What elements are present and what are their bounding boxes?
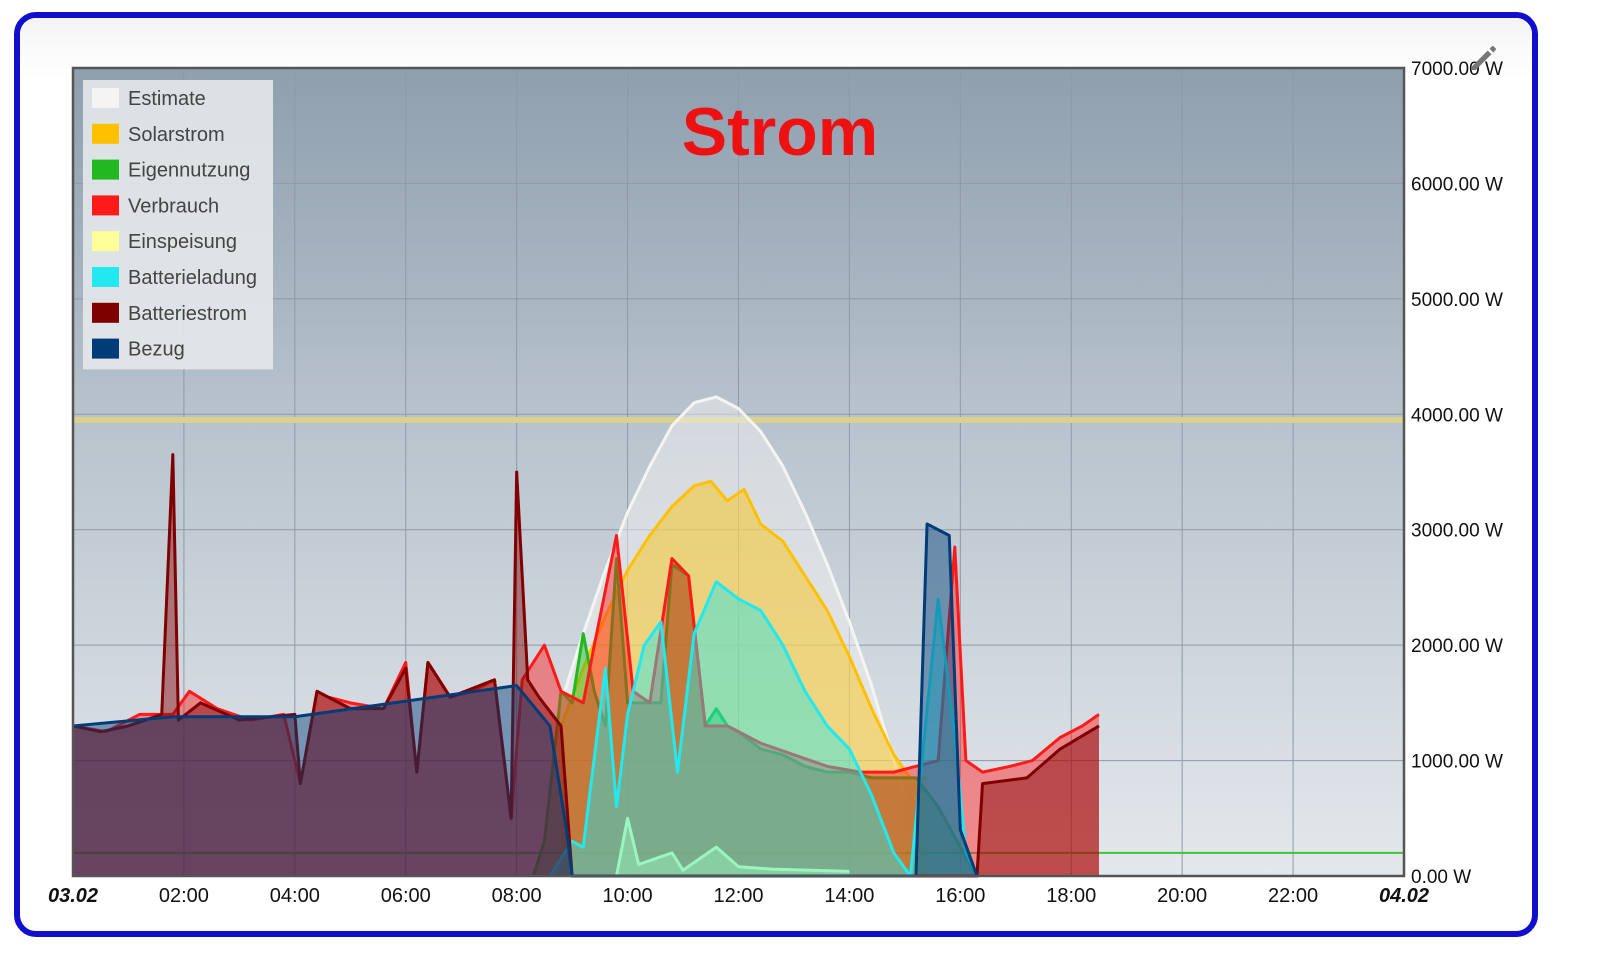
y-tick-label: 2000.00 W: [1411, 636, 1503, 657]
threshold-lines: [73, 417, 1404, 854]
x-tick-label: 10:00: [603, 885, 653, 907]
legend-item-label[interactable]: Estimate: [128, 88, 206, 110]
y-tick-label: 6000.00 W: [1411, 174, 1503, 195]
line-estimate: [559, 395, 907, 796]
area-solarstrom: [561, 481, 928, 876]
x-tick-label: 18:00: [1046, 885, 1096, 907]
legend-item-label[interactable]: Batterieladung: [128, 267, 257, 289]
legend-item-label[interactable]: Verbrauch: [128, 195, 219, 217]
legend-item-label[interactable]: Solarstrom: [128, 124, 225, 146]
x-tick-label: 04:00: [270, 885, 320, 907]
plot-border: [71, 66, 1406, 878]
line-solarstrom: [559, 479, 928, 780]
area-batteriestrom: [73, 454, 1099, 876]
line-verbrauch: [72, 533, 1100, 820]
line-einspeisung: [615, 816, 850, 877]
y-tick-label: 1000.00 W: [1411, 752, 1503, 773]
y-tick-label: 4000.00 W: [1411, 405, 1503, 426]
area-batterieladung: [549, 581, 977, 876]
x-tick-label-start: 03.02: [48, 885, 98, 907]
x-tick-label: 06:00: [381, 885, 431, 907]
y-tick-label: 5000.00 W: [1411, 290, 1503, 311]
legend-swatch: [92, 338, 119, 359]
y-tick-label: 0.00 W: [1411, 867, 1471, 888]
pencil-icon[interactable]: [1466, 40, 1502, 76]
series-areas: [72, 395, 1100, 878]
x-tick-label: 08:00: [492, 885, 542, 907]
area-eigennutzung: [533, 558, 977, 876]
x-tick-label: 16:00: [935, 885, 985, 907]
line-batterieladung: [548, 580, 979, 878]
legend-swatch: [92, 159, 119, 180]
line-eigennutzung: [531, 557, 979, 877]
legend-swatch: [92, 231, 119, 252]
x-tick-label: 12:00: [713, 885, 763, 907]
legend-item-label[interactable]: Bezug: [128, 339, 185, 361]
x-tick-label: 20:00: [1157, 885, 1207, 907]
line-bezug: [72, 522, 979, 878]
area-einspeisung: [616, 818, 850, 876]
x-tick-label-end: 04.02: [1379, 885, 1429, 907]
y-axis: 0.00 W 1000.00 W 2000.00 W 3000.00 W 4000.00…: [1411, 59, 1503, 888]
x-axis: 03.02 02:00 04:00 06:00 08:00 10:00 12:00 14:00…: [48, 885, 1429, 907]
legend-swatch: [92, 267, 119, 287]
legend-item-label[interactable]: Einspeisung: [128, 231, 237, 253]
legend-swatch: [92, 123, 119, 144]
y-tick-label: 3000.00 W: [1411, 521, 1503, 542]
area-verbrauch: [73, 535, 1099, 876]
legend-swatch: [92, 302, 119, 323]
legend-swatch: [92, 88, 119, 108]
chart-title: Strom: [682, 94, 878, 170]
x-tick-label: 14:00: [824, 885, 874, 907]
legend-item-label[interactable]: Batteriestrom: [128, 303, 247, 325]
legend-swatch: [92, 195, 119, 216]
x-tick-label: 22:00: [1268, 885, 1318, 907]
legend-item-label[interactable]: Eigennutzung: [128, 160, 250, 182]
legend: Estimate Solarstrom Eigennutzung Verbrauch E…: [83, 80, 273, 370]
area-bezug: [73, 523, 977, 876]
area-estimate: [561, 396, 905, 876]
x-tick-label: 02:00: [159, 885, 209, 907]
